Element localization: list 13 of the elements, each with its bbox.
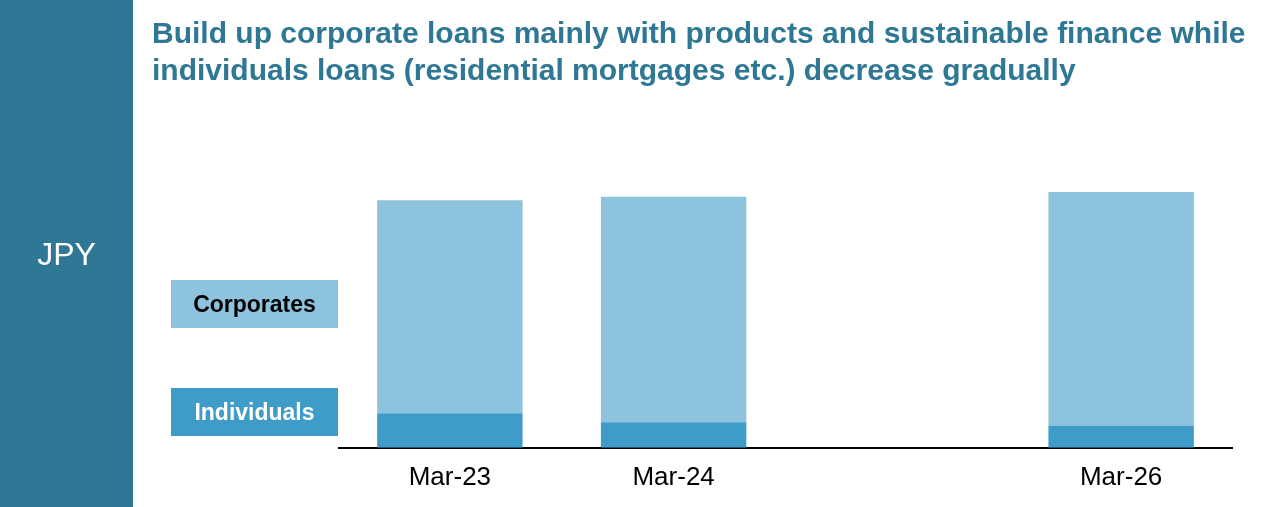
- chart-title: Build up corporate loans mainly with products and sustainable finance while individuals loans (residential mortgages etc.) decrease gradually: [152, 15, 1247, 88]
- x-tick-label: Mar-23: [408, 460, 492, 491]
- bar: [600, 422, 747, 448]
- bar: [1048, 192, 1194, 426]
- bar: [1048, 425, 1194, 448]
- x-tick-label: Mar-24: [632, 460, 715, 491]
- bar: [377, 413, 523, 448]
- bar: [600, 196, 747, 423]
- text: JPY: [36, 236, 97, 273]
- x-tick-label: Mar-26: [1079, 460, 1163, 491]
- bar: [377, 200, 523, 414]
- text: Corporates: [171, 280, 338, 328]
- text: Individuals: [171, 388, 338, 436]
